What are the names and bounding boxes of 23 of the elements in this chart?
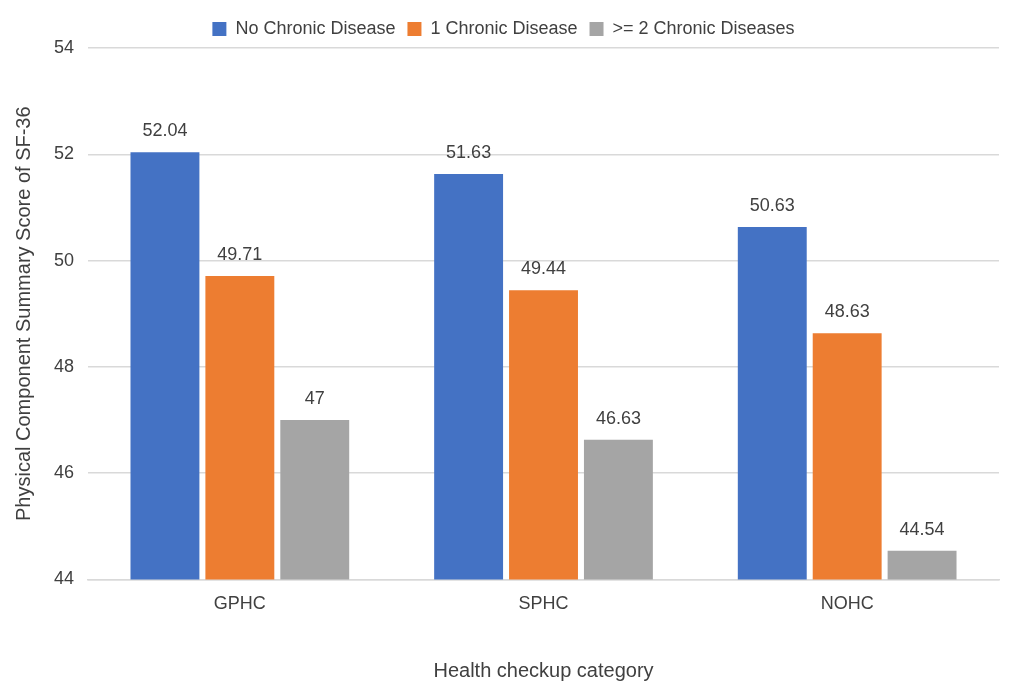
data-label: 44.54 <box>899 518 945 539</box>
legend-label: 1 Chronic Disease <box>430 17 578 38</box>
x-tick-label: SPHC <box>518 593 569 614</box>
data-label: 50.63 <box>749 195 795 216</box>
legend-label: >= 2 Chronic Diseases <box>612 17 795 38</box>
data-label: 52.04 <box>142 120 188 141</box>
y-tick-label: 52 <box>53 143 75 164</box>
data-label: 51.63 <box>446 141 492 162</box>
x-tick-label: NOHC <box>820 593 874 614</box>
data-label: 49.71 <box>217 243 263 264</box>
y-tick-label: 48 <box>53 355 75 376</box>
data-label: 46.63 <box>595 407 641 428</box>
y-tick-label: 46 <box>53 462 75 483</box>
legend-label: No Chronic Disease <box>235 17 396 38</box>
data-label: 48.63 <box>824 301 870 322</box>
data-label: 47 <box>304 387 325 408</box>
y-tick-label: 54 <box>53 36 75 57</box>
x-axis-title: Health checkup category <box>433 658 654 681</box>
y-tick-label: 44 <box>53 568 75 589</box>
data-label: 49.44 <box>520 258 567 279</box>
y-tick-label: 50 <box>53 249 75 270</box>
y-axis-title: Physical Component Summary Score of SF-36 <box>11 106 34 521</box>
x-tick-label: GPHC <box>213 593 266 614</box>
